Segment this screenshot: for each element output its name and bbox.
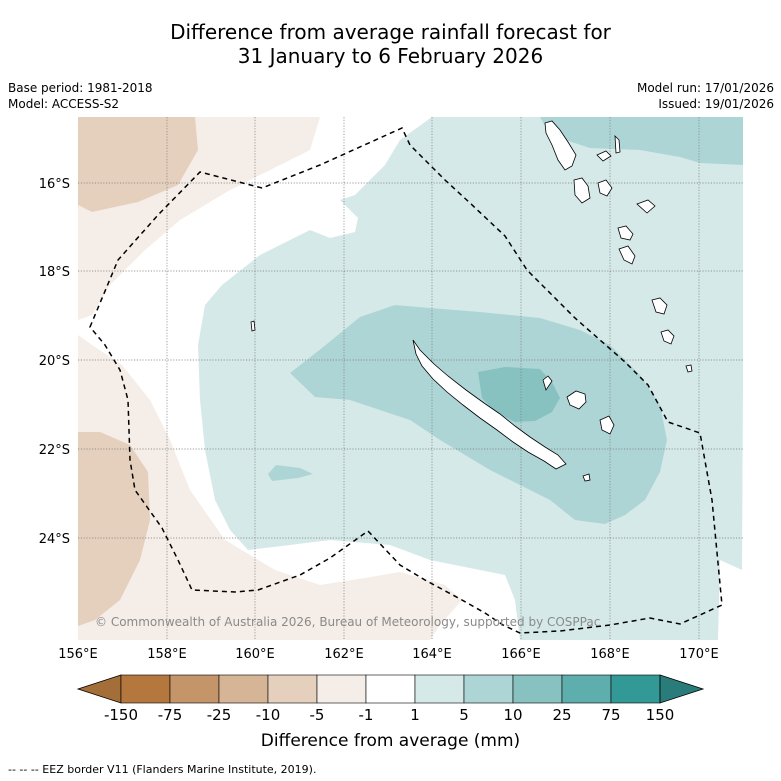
- island-vanuatu-malekula: [573, 177, 591, 204]
- meta-left: Base period: 1981-2018 Model: ACCESS-S2: [8, 80, 153, 112]
- colorbar-segment: [365, 674, 416, 704]
- issued-date: Issued: 19/01/2026: [658, 97, 774, 111]
- lon-label-168e: 168°E: [590, 647, 630, 662]
- lat-label-24s: 24°S: [39, 532, 70, 547]
- island-vanuatu-tanna: [618, 245, 636, 265]
- colorbar-segment: [218, 674, 269, 704]
- eez-legend-footer: -- -- -- EEZ border V11 (Flanders Marine…: [8, 763, 317, 776]
- island-vanuatu-santo: [544, 120, 577, 171]
- island-small-north: [636, 199, 656, 214]
- map-area: © Commonwealth of Australia 2026, Bureau…: [78, 117, 743, 640]
- colorbar-title: Difference from average (mm): [260, 731, 521, 751]
- meta-right: Model run: 17/01/2026 Issued: 19/01/2026: [637, 80, 774, 112]
- moderate-wet-region-northeast: [540, 117, 743, 165]
- colorbar-segment: [267, 674, 318, 704]
- colorbar-label: 1: [410, 706, 420, 724]
- colorbar-arrow-right: [659, 674, 705, 704]
- islands: [250, 120, 693, 482]
- longitude-labels: 156°E 158°E 160°E 162°E 164°E 166°E 168°…: [58, 647, 719, 662]
- island-new-caledonia: [412, 339, 567, 470]
- lon-label-164e: 164°E: [412, 647, 452, 662]
- colorbar-segment: [414, 674, 465, 704]
- colorbar-segment: [316, 674, 367, 704]
- copyright-text: © Commonwealth of Australia 2026, Bureau…: [95, 615, 600, 629]
- lon-label-158e: 158°E: [147, 647, 187, 662]
- island-loyalty-lifou: [566, 390, 587, 410]
- gridlines: [78, 117, 743, 640]
- colorbar-label: 25: [552, 706, 572, 724]
- strong-wet-region-core: [478, 367, 560, 422]
- colorbar-segment: [463, 674, 514, 704]
- colorbar-label: 75: [601, 706, 621, 724]
- lat-label-20s: 20°S: [39, 354, 70, 369]
- wet-region-small-patch: [268, 465, 313, 481]
- island-loyalty-ouvea: [542, 375, 553, 391]
- dry-region-southwest: [78, 335, 462, 640]
- colorbar: [76, 674, 705, 704]
- colorbar-segment: [512, 674, 563, 704]
- colorbar-label: -5: [309, 706, 325, 724]
- colorbar-label: 5: [459, 706, 469, 724]
- very-dry-region-northwest: [78, 117, 198, 212]
- colorbar-segment: [169, 674, 220, 704]
- lon-label-170e: 170°E: [679, 647, 719, 662]
- island-vanuatu-erromango: [617, 225, 634, 241]
- colorbar-label: -1: [358, 706, 374, 724]
- island-vanuatu-efate: [597, 179, 613, 197]
- island-vanuatu-ambae: [596, 150, 612, 162]
- map-title: Difference from average rainfall forecas…: [0, 20, 781, 68]
- lat-label-16s: 16°S: [39, 177, 70, 192]
- colorbar-arrow-left: [76, 674, 122, 704]
- island-west-1: [250, 320, 256, 332]
- colorbar-label: -25: [206, 706, 232, 724]
- lon-label-160e: 160°E: [235, 647, 275, 662]
- title-line-2: 31 January to 6 February 2026: [237, 44, 544, 68]
- island-eastern-1: [651, 297, 668, 315]
- colorbar-label: -10: [255, 706, 281, 724]
- island-pines: [582, 473, 591, 482]
- colorbar-label: 150: [645, 706, 675, 724]
- model-run: Model run: 17/01/2026: [636, 81, 774, 95]
- island-vanuatu-pentecost: [614, 134, 621, 154]
- colorbar-segment: [120, 674, 171, 704]
- colorbar-label: -75: [157, 706, 183, 724]
- title-line-1: Difference from average rainfall forecas…: [170, 20, 611, 44]
- island-loyalty-mare: [599, 415, 615, 435]
- colorbar-segment: [610, 674, 661, 704]
- lon-label-166e: 166°E: [501, 647, 541, 662]
- lon-label-156e: 156°E: [58, 647, 98, 662]
- lat-label-18s: 18°S: [39, 265, 70, 280]
- base-period: Base period: 1981-2018: [8, 81, 153, 95]
- colorbar-label: -150: [103, 706, 139, 724]
- eez-border-line: [89, 127, 723, 634]
- lon-label-162e: 162°E: [324, 647, 364, 662]
- colorbar-label: 10: [503, 706, 523, 724]
- very-dry-region-southwest: [78, 432, 150, 626]
- island-eastern-2: [660, 329, 675, 345]
- latitude-labels: 16°S 18°S 20°S 22°S 24°S: [39, 177, 70, 547]
- colorbar-segment: [561, 674, 612, 704]
- model-name: Model: ACCESS-S2: [8, 97, 120, 111]
- island-eastern-3: [685, 364, 693, 373]
- lat-label-22s: 22°S: [39, 443, 70, 458]
